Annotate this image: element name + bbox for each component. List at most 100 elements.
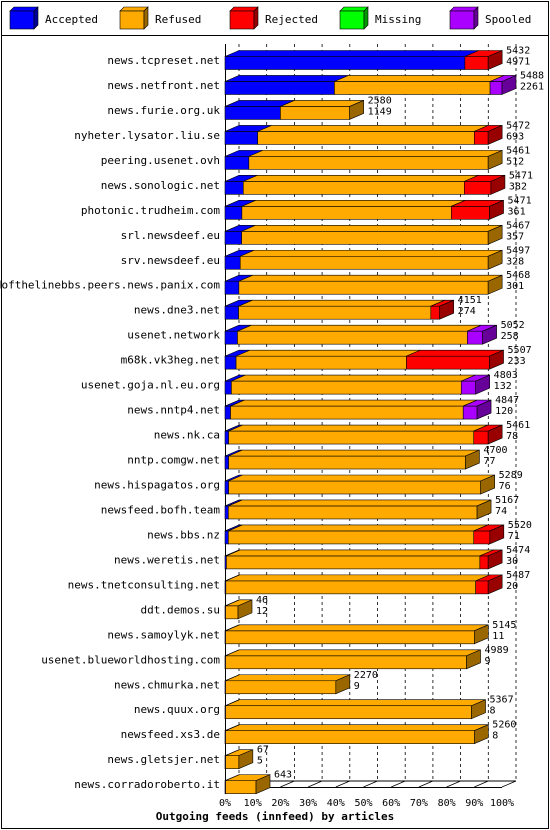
x-tick-label: 30% xyxy=(299,798,317,809)
total-label: 5520 xyxy=(508,520,532,531)
bar-segment-side xyxy=(482,324,497,345)
accepted-label: 274 xyxy=(458,306,476,317)
bar-segment-top xyxy=(257,125,489,132)
bar-segment-side xyxy=(349,99,364,120)
bar-segment xyxy=(228,480,481,495)
accepted-label: 512 xyxy=(506,156,524,167)
accepted-label: 328 xyxy=(506,256,524,267)
legend-swatch xyxy=(229,10,255,30)
accepted-label: 74 xyxy=(495,506,507,517)
bar-segment xyxy=(224,405,231,420)
bar-segment xyxy=(225,605,239,620)
bar-segment-side xyxy=(490,174,506,195)
bar-segment-top xyxy=(231,374,476,382)
total-label: 5145 xyxy=(492,620,516,631)
bar-segment xyxy=(248,156,489,170)
accepted-label: 233 xyxy=(508,356,526,367)
bar-segment xyxy=(467,330,483,345)
tick-mark xyxy=(363,780,378,788)
legend-swatch xyxy=(119,10,145,30)
category-label: srl.newsdeef.eu xyxy=(121,229,220,242)
bar-segment xyxy=(462,405,478,420)
bar-segment-side xyxy=(487,549,503,570)
accepted-label: 78 xyxy=(506,431,518,442)
bar-segment-top xyxy=(334,75,505,82)
legend-swatch-side xyxy=(33,6,39,30)
legend-swatch-side xyxy=(253,6,259,30)
accepted-label: 30 xyxy=(506,556,518,567)
category-label: usenet.blueworldhosting.com xyxy=(41,653,220,666)
category-label: nyheter.lysator.liu.se xyxy=(74,129,220,142)
bar-segment xyxy=(406,355,490,370)
bar-segment xyxy=(280,106,350,120)
accepted-label: 71 xyxy=(508,531,520,542)
bar-segment xyxy=(225,705,472,720)
bar-segment xyxy=(224,56,466,70)
bar-segment-side xyxy=(489,349,504,370)
tick-mark xyxy=(501,780,517,788)
total-label: 4700 xyxy=(483,445,507,456)
x-tick-label: 50% xyxy=(354,798,372,809)
total-label: 2580 xyxy=(368,95,392,106)
bar-segment xyxy=(225,755,240,769)
legend-swatch-top xyxy=(229,6,259,12)
category-label: news.nk.ca xyxy=(154,429,220,442)
bar-segment-side xyxy=(465,449,480,470)
bar-segment xyxy=(225,730,475,744)
x-tick-label: 20% xyxy=(271,798,289,809)
total-label: 5507 xyxy=(508,345,532,356)
bar-segment xyxy=(228,455,466,470)
x-tick-label: 10% xyxy=(244,798,262,809)
bar-segment xyxy=(239,255,489,270)
category-label: usenet.network xyxy=(127,329,220,342)
total-label: 5487 xyxy=(506,570,530,581)
bar-segment xyxy=(224,255,241,270)
total-label: 4989 xyxy=(485,645,509,656)
bar-segment xyxy=(224,156,250,170)
accepted-label: 9 xyxy=(354,681,360,692)
bar-segment-side xyxy=(501,75,517,95)
tick-mark xyxy=(391,780,406,788)
legend-label: Accepted xyxy=(45,13,98,26)
bar-segment xyxy=(473,430,489,445)
bar-segment-top xyxy=(235,349,421,357)
legend-swatch-top xyxy=(119,6,149,12)
accepted-label: 1149 xyxy=(368,106,392,117)
total-label: 5461 xyxy=(506,145,530,156)
x-tick-label: 60% xyxy=(382,798,400,809)
bar-segment-top xyxy=(225,724,489,731)
bar-segment-top xyxy=(230,399,478,407)
bar-segment-side xyxy=(487,424,503,445)
x-tick-label: 40% xyxy=(327,798,345,809)
bar-segment xyxy=(430,305,440,320)
category-label: news.bbs.nz xyxy=(147,528,220,541)
total-label: 46 xyxy=(256,595,268,606)
accepted-label: 357 xyxy=(506,231,524,242)
bar-segment xyxy=(224,330,238,345)
bar-segment-top xyxy=(406,349,504,357)
bar-segment xyxy=(231,380,462,395)
bar-segment xyxy=(473,131,489,145)
bar-segment-top xyxy=(225,624,489,632)
bar-segment xyxy=(224,530,229,545)
tick-mark xyxy=(307,780,323,788)
bar-segment xyxy=(224,505,229,520)
legend-swatch xyxy=(339,10,365,30)
legend-swatch-side xyxy=(363,6,369,30)
bar-segment-top xyxy=(225,699,486,707)
category-label: news.tcpreset.net xyxy=(107,54,220,67)
bar-segment xyxy=(224,480,229,495)
x-tick-label: 80% xyxy=(438,798,456,809)
total-label: 4803 xyxy=(494,370,518,381)
total-label: 643 xyxy=(274,770,292,781)
tick-mark xyxy=(474,780,489,788)
accepted-label: 2261 xyxy=(520,81,544,92)
bar-segment xyxy=(451,206,490,220)
legend-label: Spooled xyxy=(485,13,531,26)
legend-swatch-top xyxy=(9,6,39,12)
legend-swatch-top xyxy=(339,6,369,12)
bar-segment-side xyxy=(238,749,254,770)
total-label: 5471 xyxy=(508,195,532,206)
bar-segment-top xyxy=(243,175,479,182)
